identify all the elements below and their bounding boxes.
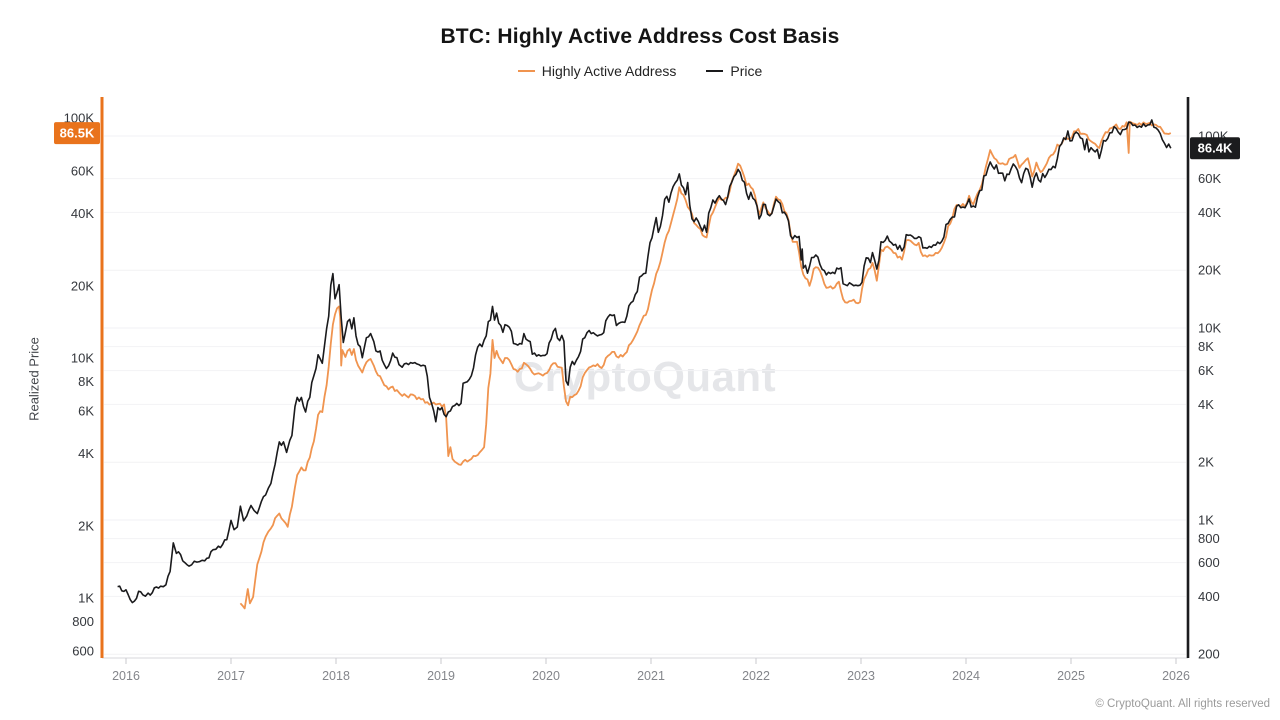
y-right-axis-line [1186,97,1190,658]
y-left-tick-label: 2K [78,518,94,533]
legend-item-highly-active-address[interactable]: Highly Active Address [517,63,677,79]
x-tick-label: 2021 [637,669,665,683]
y-right-tick-label: 20K [1198,263,1221,278]
y-right-tick-label: 1K [1198,513,1214,528]
y-left-tick-label: 6K [78,404,94,419]
y-right-tick-label: 6K [1198,363,1214,378]
y-right-tick-label: 60K [1198,171,1221,186]
legend-swatch-black [706,70,724,72]
x-tick-label: 2025 [1057,669,1085,683]
y-right-tick-label: 10K [1198,321,1221,336]
y-left-tick-label: 20K [71,278,94,293]
y-right-tick-label: 200 [1198,647,1220,662]
y-right-tick-label: 2K [1198,455,1214,470]
x-tick-label: 2022 [742,669,770,683]
x-tick-label: 2017 [217,669,245,683]
y-right-tick-label: 40K [1198,205,1221,220]
x-tick-label: 2023 [847,669,875,683]
x-tick-label: 2020 [532,669,560,683]
y-right-tick-label: 600 [1198,555,1220,570]
y-left-tick-label: 10K [71,351,94,366]
x-tick-label: 2019 [427,669,455,683]
price-line[interactable] [117,119,1172,604]
x-tick-label: 2024 [952,669,980,683]
y-left-tick-label: 60K [71,164,94,179]
chart-title: BTC: Highly Active Address Cost Basis [440,25,840,48]
y-left-tick-label: 100K [64,111,95,126]
x-tick-label: 2016 [112,669,140,683]
legend-item-price[interactable]: Price [706,63,762,79]
copyright-footer: © CryptoQuant. All rights reserved [1095,698,1270,710]
y-left-tick-label: 4K [78,446,94,461]
y-left-tick-label: 800 [72,614,94,629]
left-last-value-badge [54,122,100,145]
y-left-tick-label: 40K [71,206,94,221]
legend-label-highly-active-address: Highly Active Address [541,63,677,79]
y-left-tick-label: 1K [78,591,94,606]
left-last-value-badge-label: 86.5K [60,126,95,141]
right-last-value-badge-label: 86.4K [1198,141,1233,156]
y-left-axis-line [100,97,104,658]
x-tick-label: 2018 [322,669,350,683]
y-right-tick-label: 4K [1198,397,1214,412]
x-tick-label: 2026 [1162,669,1190,683]
y-right-tick-label: 8K [1198,339,1214,354]
y-left-tick-label: 600 [72,644,94,659]
legend-label-price: Price [730,63,763,79]
highly-active-address-line[interactable] [239,120,1172,610]
right-last-value-badge [1190,137,1240,160]
y-right-tick-label: 400 [1198,589,1220,604]
legend-swatch-orange [517,70,535,72]
y-left-tick-label: 8K [78,374,94,389]
legend: Highly Active Address Price [0,63,1280,79]
y-right-tick-label: 800 [1198,531,1220,546]
